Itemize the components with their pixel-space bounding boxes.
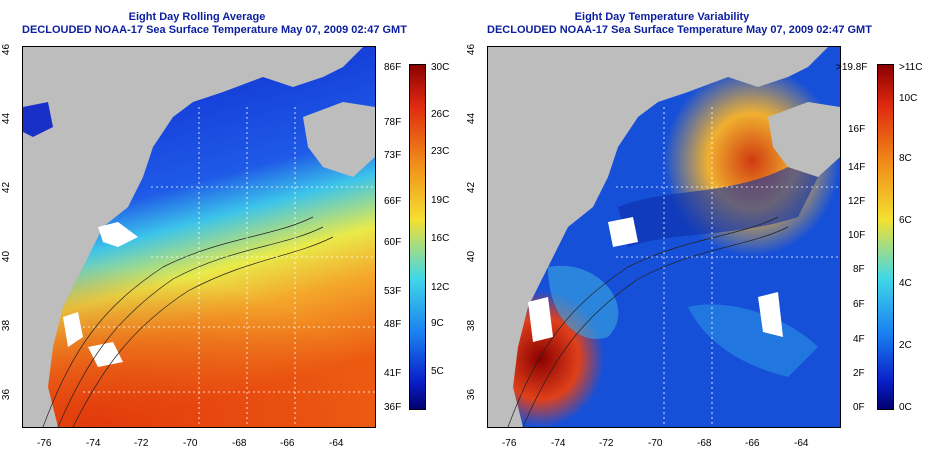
right-ytick: 42	[466, 181, 478, 194]
left-sst-map	[22, 46, 376, 428]
left-map-subtitle: DECLOUDED NOAA-17 Sea Surface Temperatur…	[22, 24, 407, 36]
left-cbar-f-label: 73F	[384, 150, 402, 161]
left-colorbar	[409, 64, 426, 410]
right-cbar-c-label: 10C	[899, 93, 918, 104]
left-cbar-c-label: 12C	[431, 282, 450, 293]
right-cbar-f-label: 0F	[853, 402, 865, 413]
right-ytick: 36	[466, 388, 478, 401]
right-ytick: 40	[466, 250, 478, 263]
left-cbar-f-label: 53F	[384, 286, 402, 297]
right-map-graphic	[488, 47, 840, 427]
left-xtick: -76	[37, 438, 52, 449]
right-cbar-f-label: >19.8F	[836, 62, 868, 73]
right-ytick: 38	[466, 319, 478, 332]
left-cbar-c-label: 9C	[431, 318, 444, 329]
right-variability-map	[487, 46, 841, 428]
right-map-subtitle: DECLOUDED NOAA-17 Sea Surface Temperatur…	[487, 24, 872, 36]
right-cbar-c-label: >11C	[899, 62, 923, 73]
left-ytick: 42	[1, 181, 13, 194]
right-cbar-f-label: 8F	[853, 264, 865, 275]
left-ytick: 38	[1, 319, 13, 332]
left-xtick: -74	[86, 438, 101, 449]
right-cbar-c-label: 8C	[899, 153, 912, 164]
right-xtick: -76	[502, 438, 517, 449]
left-cbar-c-label: 23C	[431, 146, 450, 157]
right-ytick: 46	[466, 43, 478, 56]
left-cbar-f-label: 36F	[384, 402, 402, 413]
right-xtick: -66	[745, 438, 760, 449]
left-ytick: 46	[1, 43, 13, 56]
right-cbar-f-label: 2F	[853, 368, 865, 379]
left-cbar-c-label: 26C	[431, 109, 450, 120]
right-cbar-c-label: 4C	[899, 278, 912, 289]
right-xtick: -72	[599, 438, 614, 449]
left-xtick: -70	[183, 438, 198, 449]
left-xtick: -72	[134, 438, 149, 449]
left-map-title: Eight Day Rolling Average	[128, 11, 266, 23]
right-ytick: 44	[466, 112, 478, 125]
left-ytick: 40	[1, 250, 13, 263]
right-cbar-f-label: 16F	[848, 124, 866, 135]
left-cbar-c-label: 19C	[431, 195, 450, 206]
left-cbar-f-label: 78F	[384, 117, 402, 128]
left-cbar-c-label: 16C	[431, 233, 450, 244]
right-map-title: Eight Day Temperature Variability	[574, 11, 750, 23]
left-land-mass	[23, 47, 363, 427]
left-cbar-f-label: 60F	[384, 237, 402, 248]
right-xtick: -74	[551, 438, 566, 449]
right-cbar-f-label: 10F	[848, 230, 866, 241]
right-cbar-f-label: 12F	[848, 196, 866, 207]
left-cbar-f-label: 66F	[384, 196, 402, 207]
left-xtick: -68	[232, 438, 247, 449]
right-cbar-c-label: 2C	[899, 340, 912, 351]
left-ytick: 36	[1, 388, 13, 401]
left-xtick: -64	[329, 438, 344, 449]
right-cbar-f-label: 4F	[853, 334, 865, 345]
right-xtick: -64	[794, 438, 809, 449]
right-cbar-f-label: 6F	[853, 299, 865, 310]
right-cbar-c-label: 0C	[899, 402, 912, 413]
left-map-graphic	[23, 47, 375, 427]
right-xtick: -70	[648, 438, 663, 449]
left-ytick: 44	[1, 112, 13, 125]
right-land-mass	[488, 47, 828, 427]
left-cbar-c-label: 5C	[431, 366, 444, 377]
right-colorbar	[877, 64, 894, 410]
left-cbar-c-label: 30C	[431, 62, 450, 73]
left-xtick: -66	[280, 438, 295, 449]
right-cbar-c-label: 6C	[899, 215, 912, 226]
left-cbar-f-label: 48F	[384, 319, 402, 330]
right-cbar-f-label: 14F	[848, 162, 866, 173]
left-cbar-f-label: 86F	[384, 62, 402, 73]
right-xtick: -68	[697, 438, 712, 449]
left-cbar-f-label: 41F	[384, 368, 402, 379]
